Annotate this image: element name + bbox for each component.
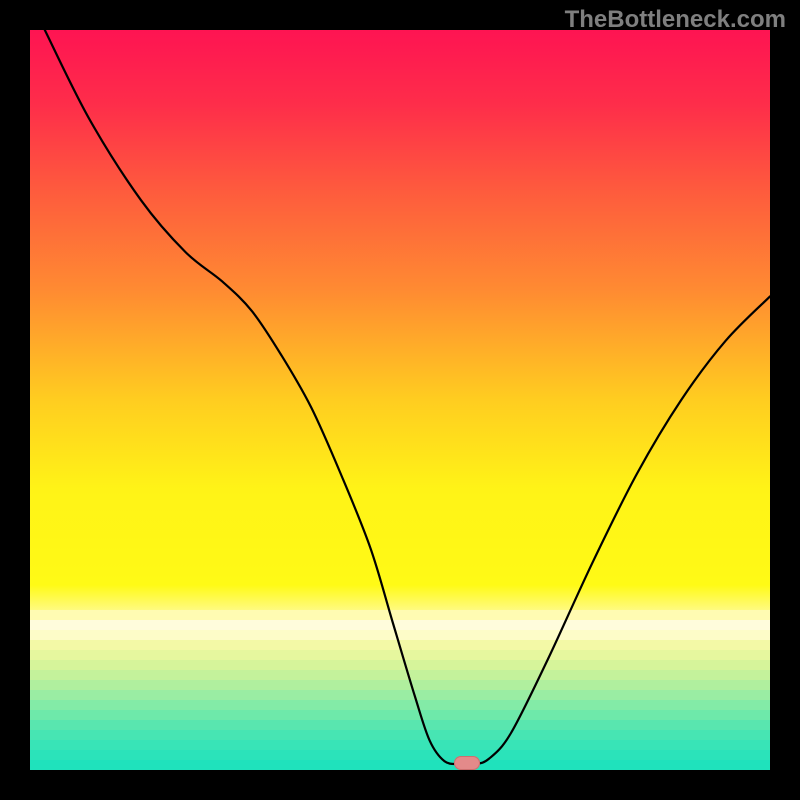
watermark-text: TheBottleneck.com (565, 6, 786, 33)
plot-frame (30, 30, 770, 770)
bottleneck-curve (30, 30, 770, 770)
chart-container: TheBottleneck.com (0, 0, 800, 800)
optimal-marker (454, 756, 480, 770)
plot-area (30, 30, 770, 770)
watermark: TheBottleneck.com (565, 6, 786, 34)
